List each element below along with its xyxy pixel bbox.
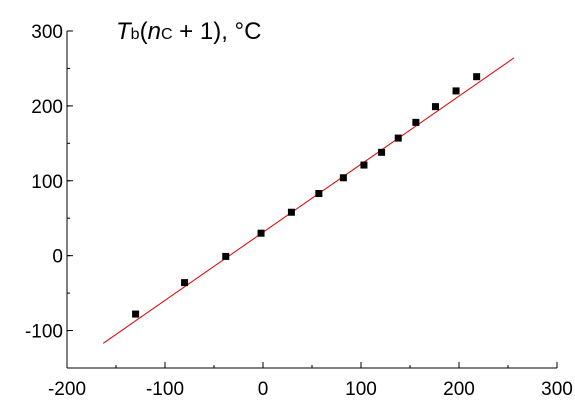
data-point [257, 229, 265, 237]
data-point [181, 279, 189, 287]
fit-line [102, 57, 515, 344]
x-tick-label: 300 [541, 379, 573, 400]
title-sub: b [131, 26, 140, 43]
y-tick-label: 0 [52, 247, 63, 268]
data-point [132, 310, 140, 318]
data-point [339, 174, 347, 182]
data-point [378, 148, 386, 156]
x-tick-label: -100 [146, 379, 184, 400]
title-open: ( [140, 18, 148, 45]
data-point [360, 161, 368, 169]
title-var2: n [148, 18, 161, 45]
y-tick-label: 300 [31, 22, 63, 43]
y-tick-label: -100 [25, 322, 63, 343]
title-rest: + 1), [173, 18, 235, 45]
data-point [394, 134, 402, 142]
y-tick-label: 200 [31, 97, 63, 118]
x-tick-label: 200 [443, 379, 475, 400]
data-point [473, 73, 481, 81]
data-point [452, 87, 460, 95]
data-point [412, 118, 420, 126]
title-unit: °C [235, 18, 262, 45]
title-sub2: C [161, 26, 173, 43]
chart-title: Tb(nC + 1), °C [116, 18, 261, 45]
x-tick-label: 100 [345, 379, 377, 400]
data-point [222, 252, 230, 260]
x-tick-label: -200 [48, 379, 86, 400]
y-tick-label: 100 [31, 172, 63, 193]
data-point [315, 190, 323, 198]
data-point [431, 103, 439, 111]
title-var: T [116, 18, 133, 45]
x-tick-label: 0 [258, 379, 269, 400]
data-point [287, 208, 295, 216]
